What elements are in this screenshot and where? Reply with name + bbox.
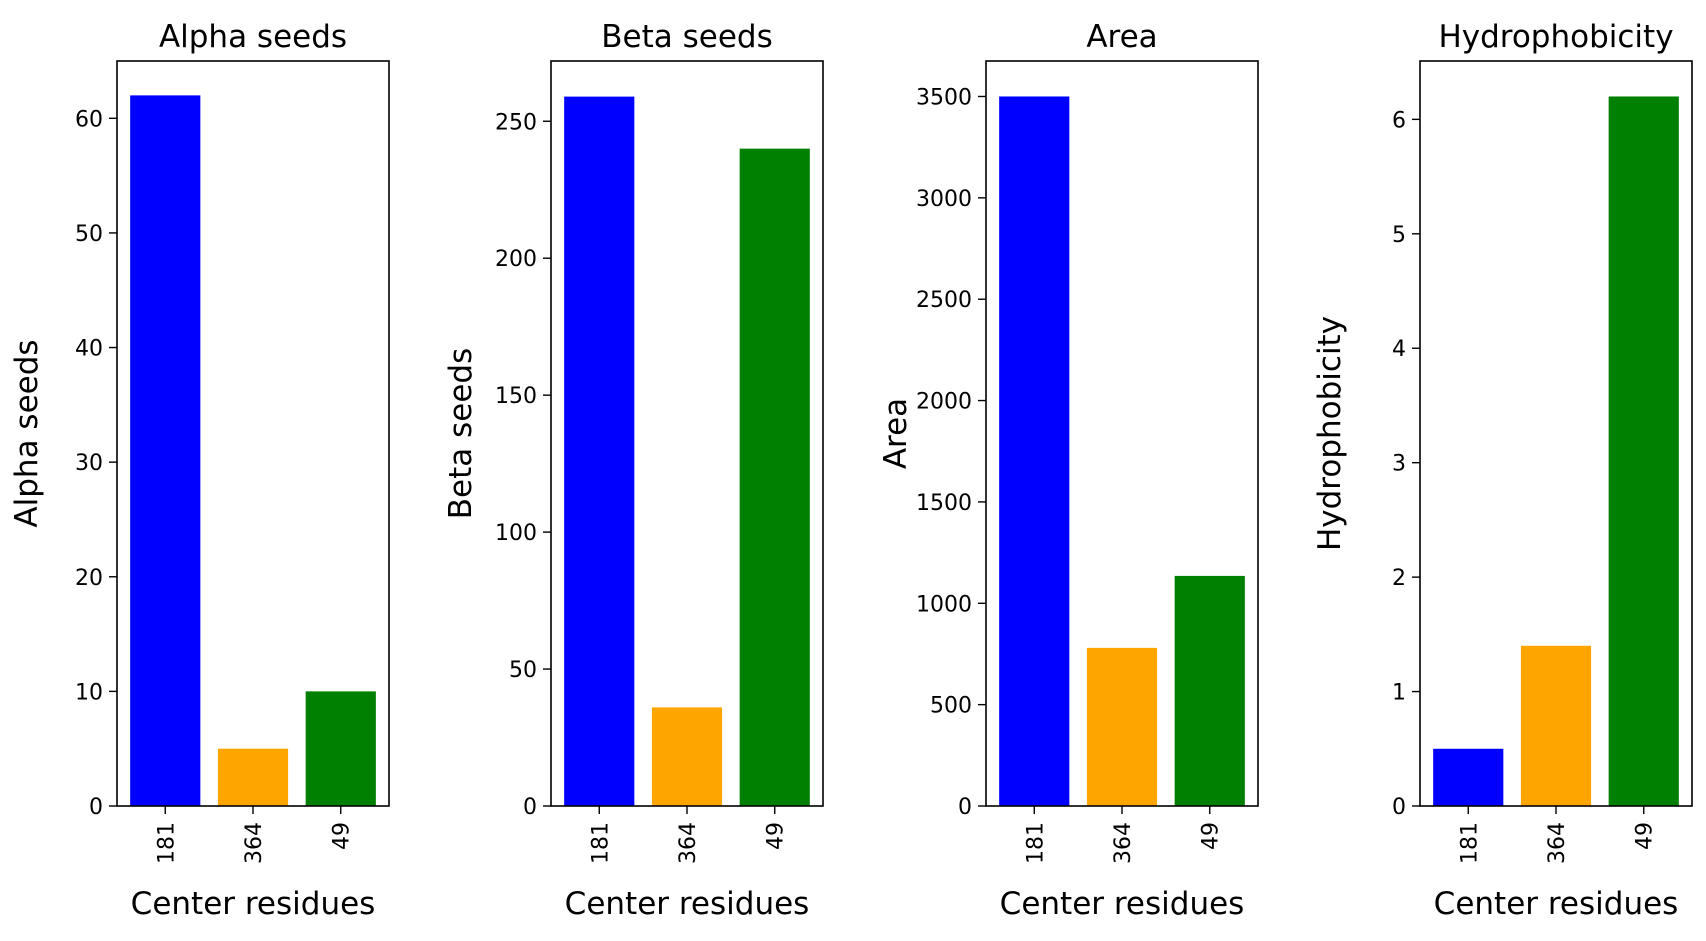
bar-364 — [1520, 645, 1592, 806]
y-tick-label: 2500 — [916, 288, 972, 313]
chart-title: Hydrophobicity — [1438, 19, 1673, 55]
x-tick-label: 364 — [1111, 822, 1136, 864]
y-tick-label: 3500 — [916, 85, 972, 110]
y-tick-label: 500 — [930, 694, 972, 719]
y-tick-label: 100 — [495, 521, 537, 546]
y-tick-label: 10 — [75, 680, 103, 705]
bar-49 — [1608, 96, 1679, 807]
x-axis-label: Center residues — [1434, 886, 1679, 922]
chart-title: Alpha seeds — [159, 19, 347, 55]
bar-364 — [1086, 647, 1158, 806]
y-tick-label: 20 — [75, 566, 103, 591]
y-tick-label: 1500 — [916, 491, 972, 516]
bar-364 — [217, 748, 289, 806]
y-axis-label: Beta seeds — [443, 348, 479, 519]
y-tick-label: 1 — [1392, 681, 1406, 706]
y-tick-label: 2000 — [916, 390, 972, 415]
x-tick-label: 181 — [588, 822, 613, 864]
y-tick-label: 0 — [89, 795, 103, 820]
x-tick-label: 364 — [1545, 822, 1570, 864]
x-axis-label: Center residues — [565, 886, 810, 922]
x-axis-label: Center residues — [131, 886, 376, 922]
bar-49 — [1174, 575, 1245, 806]
y-tick-label: 200 — [495, 247, 537, 272]
x-tick-label: 49 — [330, 822, 355, 850]
y-tick-label: 6 — [1392, 108, 1406, 133]
y-tick-label: 50 — [509, 658, 537, 683]
chart-panel-1: 0 10 20 30 40 50 60 181 364 49 Alpha seeds Center r… — [9, 19, 390, 922]
x-tick-label: 49 — [764, 822, 789, 850]
chart-title: Area — [1086, 19, 1157, 55]
y-tick-label: 40 — [75, 337, 103, 362]
x-tick-label: 364 — [242, 822, 267, 864]
bar-364 — [651, 707, 723, 806]
y-tick-label: 0 — [1392, 795, 1406, 820]
chart-title: Beta seeds — [601, 19, 772, 55]
chart-panel-3: 0 500 1000 1500 2000 2500 3000 3500 181 364 49 Area… — [878, 19, 1259, 922]
y-tick-label: 4 — [1392, 337, 1406, 362]
y-tick-label: 3000 — [916, 187, 972, 212]
x-axis-label: Center residues — [1000, 886, 1245, 922]
chart-panel-4: 0 1 2 3 4 5 6 181 364 49 Hydrophobicity Center resi… — [1312, 19, 1693, 922]
x-tick-label: 49 — [1633, 822, 1658, 850]
y-tick-label: 3 — [1392, 452, 1406, 477]
bar-49 — [305, 691, 376, 806]
chart-panel-2: 0 50 100 150 200 250 181 364 49 Beta seeds Center … — [443, 19, 824, 922]
x-tick-label: 181 — [154, 822, 179, 864]
y-axis-label: Area — [878, 398, 914, 469]
y-tick-label: 0 — [523, 795, 537, 820]
y-tick-label: 50 — [75, 222, 103, 247]
bar-181 — [564, 96, 635, 807]
bar-181 — [1433, 748, 1504, 806]
y-axis-label: Alpha seeds — [9, 339, 45, 527]
y-tick-label: 2 — [1392, 566, 1406, 591]
x-tick-label: 364 — [676, 822, 701, 864]
y-tick-label: 30 — [75, 451, 103, 476]
y-tick-label: 60 — [75, 107, 103, 132]
y-tick-label: 1000 — [916, 592, 972, 617]
y-tick-label: 250 — [495, 110, 537, 135]
y-tick-label: 5 — [1392, 223, 1406, 248]
bar-181 — [999, 96, 1070, 807]
x-tick-label: 181 — [1023, 822, 1048, 864]
bar-49 — [739, 148, 810, 806]
x-tick-label: 181 — [1457, 822, 1482, 864]
y-axis-label: Hydrophobicity — [1312, 316, 1348, 551]
x-tick-label: 49 — [1199, 822, 1224, 850]
y-tick-label: 0 — [958, 795, 972, 820]
y-tick-label: 150 — [495, 384, 537, 409]
bar-181 — [130, 95, 201, 806]
